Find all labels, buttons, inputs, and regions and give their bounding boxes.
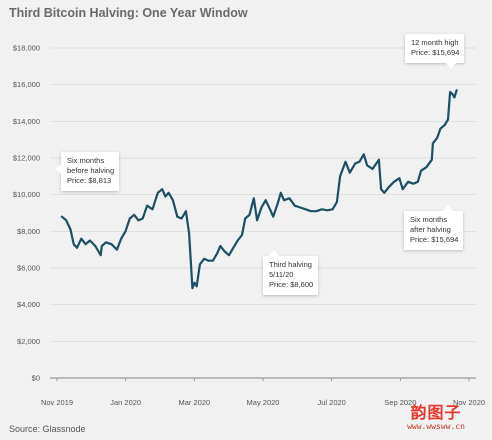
x-tick-label: Nov 2020 xyxy=(453,398,485,407)
x-tick-label: Mar 2020 xyxy=(178,398,210,407)
callout-high-line-2: Price: $15,694 xyxy=(411,48,460,57)
site-watermark: 韵图子 www.wwsww.cn xyxy=(386,404,486,438)
y-tick-label: $12,000 xyxy=(13,154,40,163)
y-tick-label: $8,000 xyxy=(17,227,40,236)
callout-third-halving: Third halving 5/11/20 Price: $8,600 xyxy=(263,250,319,295)
callout-after-line-3: Price: $15,694 xyxy=(410,235,459,244)
callout-12-month-high: 12 month high Price: $15,694 xyxy=(405,34,465,69)
callout-after-line-2: after halving xyxy=(410,225,451,234)
callout-halving-line-2: 5/11/20 xyxy=(269,270,294,279)
callout-halving-line-3: Price: $8,600 xyxy=(269,280,314,289)
y-tick-label: $6,000 xyxy=(17,264,40,273)
x-tick-label: Nov 2019 xyxy=(41,398,73,407)
callout-before-line-3: Price: $8,813 xyxy=(67,176,112,185)
callout-after-line-1: Six months xyxy=(410,215,448,224)
watermark-url: www.wwsww.cn xyxy=(407,422,465,431)
x-tick-label: Sep 2020 xyxy=(384,398,416,407)
x-tick-label: Jan 2020 xyxy=(110,398,141,407)
callout-halving-line-1: Third halving xyxy=(269,260,312,269)
y-tick-label: $2,000 xyxy=(17,337,40,346)
y-tick-label: $0 xyxy=(32,374,40,383)
y-tick-label: $16,000 xyxy=(13,80,40,89)
callout-before-halving: Six months before halving Price: $8,813 xyxy=(54,152,120,191)
y-tick-label: $10,000 xyxy=(13,190,40,199)
y-tick-label: $14,000 xyxy=(13,117,40,126)
chart-title: Third Bitcoin Halving: One Year Window xyxy=(9,6,248,20)
y-tick-label: $18,000 xyxy=(13,44,40,53)
callout-after-halving: Six months after halving Price: $15,694 xyxy=(404,205,464,250)
watermark-logo: 韵图子 xyxy=(410,403,462,422)
x-tick-label: May 2020 xyxy=(247,398,280,407)
callout-before-line-2: before halving xyxy=(67,166,115,175)
x-tick-label: Jul 2020 xyxy=(317,398,345,407)
callout-before-line-1: Six months xyxy=(67,156,105,165)
source-note: Source: Glassnode xyxy=(9,424,86,434)
price-line xyxy=(60,89,458,290)
y-tick-label: $4,000 xyxy=(17,300,40,309)
callout-high-line-1: 12 month high xyxy=(411,38,459,47)
